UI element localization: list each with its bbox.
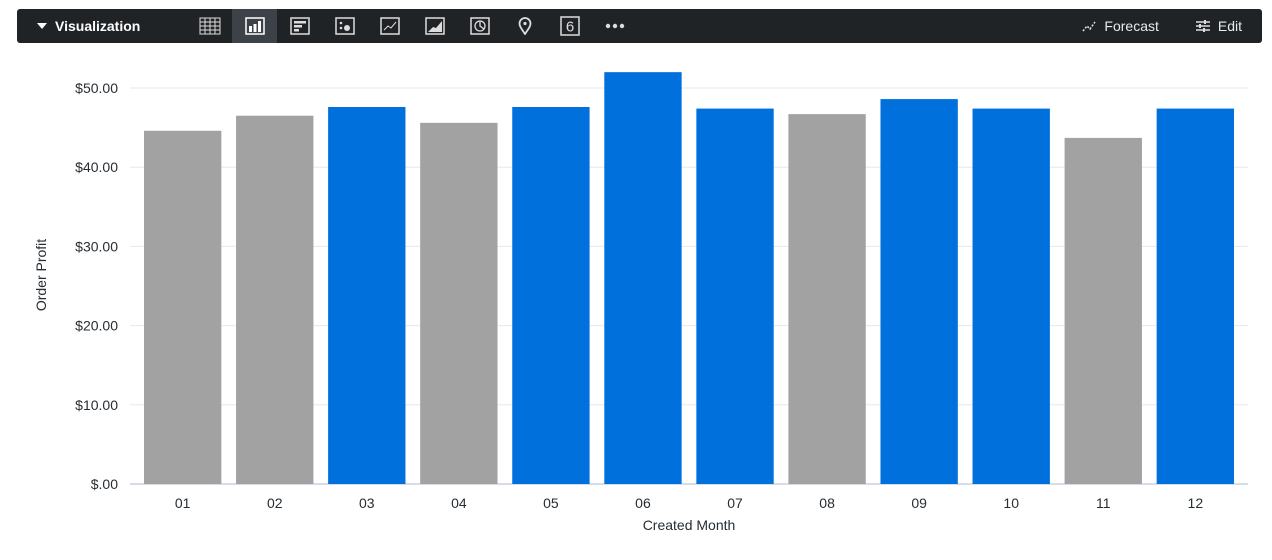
- y-tick-label: $40.00: [75, 159, 118, 175]
- bar-02[interactable]: [236, 115, 314, 484]
- scatter-icon[interactable]: [322, 9, 367, 43]
- x-tick-label: 04: [451, 495, 467, 511]
- bar-07[interactable]: [696, 108, 774, 484]
- visualization-title: Visualization: [55, 18, 141, 34]
- area-chart-icon[interactable]: [412, 9, 457, 43]
- x-tick-label: 09: [911, 495, 927, 511]
- x-tick-label: 11: [1096, 495, 1111, 511]
- x-tick-label: 02: [267, 495, 283, 511]
- forecast-button[interactable]: Forecast: [1081, 18, 1159, 34]
- edit-button[interactable]: Edit: [1195, 18, 1242, 34]
- bar-03[interactable]: [328, 107, 406, 485]
- map-pin-icon[interactable]: [502, 9, 547, 43]
- x-tick-label: 08: [819, 495, 835, 511]
- line-chart-icon[interactable]: [367, 9, 412, 43]
- x-tick-label: 01: [175, 495, 191, 511]
- y-tick-label: $10.00: [75, 397, 118, 413]
- x-tick-label: 05: [543, 495, 559, 511]
- x-tick-label: 06: [635, 495, 651, 511]
- x-tick-label: 03: [359, 495, 375, 511]
- bar-12[interactable]: [1156, 108, 1234, 484]
- y-tick-label: $20.00: [75, 318, 118, 334]
- x-tick-label: 10: [1003, 495, 1019, 511]
- more-icon[interactable]: [592, 9, 637, 43]
- y-tick-label: $30.00: [75, 238, 118, 254]
- x-tick-label: 07: [727, 495, 743, 511]
- sliders-icon: [1195, 20, 1210, 32]
- y-tick-label: $50.00: [75, 80, 118, 96]
- forecast-label: Forecast: [1104, 18, 1159, 34]
- bar-06[interactable]: [604, 72, 682, 484]
- bar-08[interactable]: [788, 114, 866, 485]
- bar-09[interactable]: [880, 99, 958, 484]
- pie-chart-icon[interactable]: [457, 9, 502, 43]
- column-chart-icon[interactable]: [232, 9, 277, 43]
- edit-label: Edit: [1217, 18, 1242, 34]
- bar-04[interactable]: [420, 122, 498, 485]
- single-value-glyph: 6: [565, 19, 573, 36]
- x-axis-label: Created Month: [643, 517, 736, 533]
- bar-01[interactable]: [144, 130, 222, 484]
- forecast-icon: [1082, 21, 1097, 32]
- visualization-toolbar: Visualization 6 Forecast Edit: [17, 9, 1262, 43]
- x-tick-label: 12: [1188, 495, 1204, 511]
- bar-11[interactable]: [1064, 137, 1142, 484]
- y-axis-label: Order Profit: [33, 239, 49, 311]
- single-value-icon[interactable]: 6: [547, 9, 592, 43]
- visualization-toggle[interactable]: Visualization: [37, 9, 140, 43]
- bar-chart-icon[interactable]: [277, 9, 322, 43]
- table-icon[interactable]: [187, 9, 232, 43]
- y-tick-label: $.00: [91, 476, 118, 492]
- bar-05[interactable]: [512, 107, 590, 485]
- bar-10[interactable]: [972, 108, 1050, 484]
- caret-down-icon: [37, 23, 47, 29]
